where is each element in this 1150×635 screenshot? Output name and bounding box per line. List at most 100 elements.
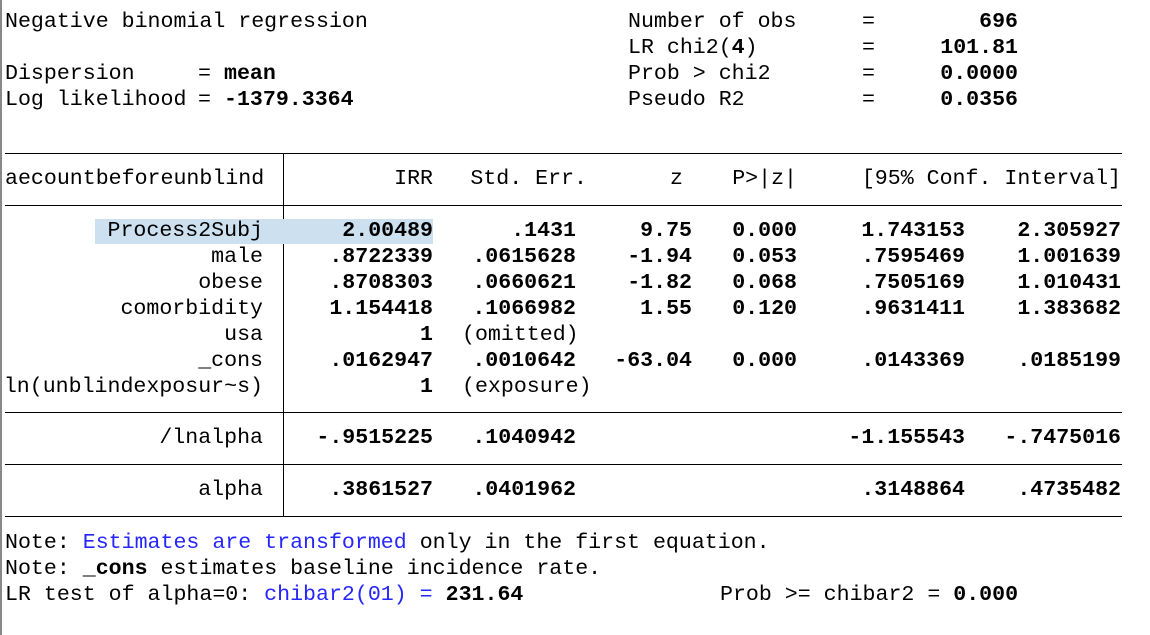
stat-label-nobs: Number of obs [628,10,797,34]
table-column-divider [283,153,284,516]
cell-z: -1.94 [627,245,692,269]
cell-se: .0660621 [472,271,576,295]
note-text: only in the first equation. [406,531,770,555]
row-label[interactable]: alpha [198,478,263,502]
cell-se: .1040942 [472,426,576,450]
stat-label-lrchi2: LR chi2(4) [628,35,758,61]
cell-z: 1.55 [640,297,692,321]
chibar2-value: 231.64 [445,583,524,607]
row-label[interactable]: /lnalpha [159,426,263,450]
table-rule [5,412,1122,413]
stat-label-r2: Pseudo R2 [628,88,745,112]
prob-chibar2-value: 0.000 [953,583,1019,607]
stat-value-lrchi2: 101.81 [940,36,1018,60]
row-label[interactable]: obese [198,271,263,295]
cell-hi: .4735482 [1017,478,1121,502]
cell-lo: .0143369 [861,349,965,373]
note-text: estimates baseline incidence rate. [147,557,602,581]
cell-irr: .0162947 [329,349,433,373]
row-label[interactable]: Process2Subj [107,219,263,243]
cell-lo: .7505169 [861,271,965,295]
note-1: Note: Estimates are transformed only in … [5,530,770,556]
cell-z: -1.82 [627,271,692,295]
stat-eq: = [862,62,875,86]
lr-df: 4 [731,36,745,60]
cell-lo: .3148864 [861,478,965,502]
cell-p: 0.000 [732,349,797,373]
cell-irr: .3861527 [329,478,433,502]
col-header-ci: [95% Conf. Interval] [861,167,1121,191]
stat-value-nobs: 696 [979,10,1018,34]
lr-label: LR chi2( [628,36,732,60]
cell-se: .0615628 [472,245,576,269]
cell-p: 0.120 [732,297,797,321]
note-2: Note: _cons estimates baseline incidence… [5,556,601,582]
prob-chibar2: Prob >= chibar2 = 0.000 [720,582,1018,608]
table-rule-header [5,205,1122,206]
window-edge [0,0,2,635]
stat-eq: = [862,88,875,112]
loglik-value: -1379.3364 [224,88,354,112]
stat-label-prob: Prob > chi2 [628,62,771,86]
lr-test-label: LR test of alpha=0: [5,583,265,607]
cell-p: 0.000 [732,219,797,243]
dispersion-label: Dispersion [5,62,135,86]
row-label[interactable]: comorbidity [120,297,263,321]
note-prefix: Note: [5,557,83,581]
note-prefix: Note: [5,531,83,555]
stat-eq: = [862,36,875,60]
stat-value-prob: 0.0000 [940,62,1018,86]
cell-irr: 2.00489 [342,219,433,243]
col-header-se: Std. Err. [470,167,587,191]
row-label[interactable]: male [211,245,263,269]
table-rule [5,464,1122,465]
model-title: Negative binomial regression [5,10,368,34]
cell-note: (exposure) [462,375,592,399]
cell-lo: 1.743153 [861,219,965,243]
cell-hi: .0185199 [1017,349,1121,373]
cell-irr: 1 [420,375,433,399]
cell-note: (omitted) [462,323,579,347]
cons-term: _cons [82,557,148,581]
cell-z: -63.04 [614,349,692,373]
col-header-irr: IRR [394,167,433,191]
depvar-header: aecountbeforeunblind [5,167,265,191]
stat-value-r2: 0.0356 [940,88,1018,112]
cell-hi: 1.010431 [1017,271,1121,295]
lr-test-line: LR test of alpha=0: chibar2(01) = 231.64 [5,582,523,608]
cell-z: 9.75 [640,219,692,243]
lr-label-end: ) [744,36,758,60]
dispersion-eq: = [198,62,211,86]
cell-se: .0401962 [472,478,576,502]
cell-se: .0010642 [472,349,576,373]
cell-p: 0.053 [732,245,797,269]
cell-irr: .8708303 [329,271,433,295]
loglik-label: Log likelihood [5,88,187,112]
dispersion-value: mean [224,62,276,86]
row-label[interactable]: usa [224,323,263,347]
cell-hi: 1.001639 [1017,245,1121,269]
cell-se: .1431 [511,219,576,243]
stat-eq: = [862,10,875,34]
col-header-p: P>|z| [732,167,797,191]
chibar2-link[interactable]: chibar2(01) = [264,583,433,607]
col-header-z: z [670,167,683,191]
cell-lo: .7595469 [861,245,965,269]
cell-lo: -1.155543 [848,426,965,450]
row-label[interactable]: ln(unblindexposur~s) [3,375,263,399]
row-label[interactable]: _cons [198,349,263,373]
transformed-link[interactable]: Estimates are transformed [82,531,407,555]
cell-hi: 2.305927 [1017,219,1121,243]
cell-irr: 1 [420,323,433,347]
cell-irr: 1.154418 [329,297,433,321]
cell-p: 0.068 [732,271,797,295]
cell-irr: .8722339 [329,245,433,269]
cell-se: .1066982 [472,297,576,321]
cell-irr: -.9515225 [316,426,433,450]
prob-chibar2-label: Prob >= chibar2 = [720,583,954,607]
cell-hi: -.7475016 [1004,426,1121,450]
selection-highlight [95,219,433,244]
loglik-eq: = [198,88,211,112]
cell-hi: 1.383682 [1017,297,1121,321]
